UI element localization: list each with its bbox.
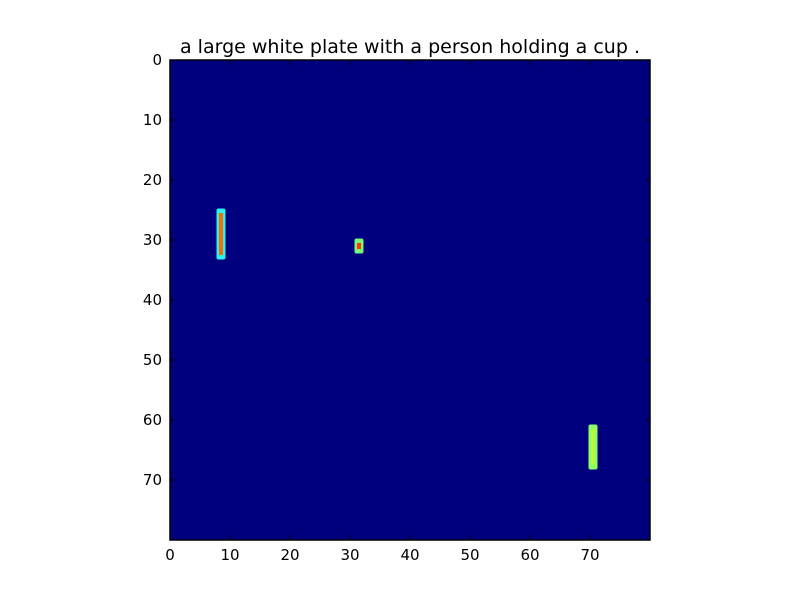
heatmap-region-core [591,429,595,465]
y-tick-label: 10 [143,111,162,129]
x-tick-label: 70 [580,546,599,564]
heatmap-region-2 [354,238,364,254]
plot-area [170,60,650,540]
x-tick-label: 30 [340,546,359,564]
y-tick-label: 0 [152,51,162,69]
y-tick-label: 20 [143,171,162,189]
y-tick-label: 60 [143,411,162,429]
chart-title: a large white plate with a person holdin… [180,36,640,58]
x-tick-label: 0 [165,546,175,564]
heatmap-region-core [357,243,361,249]
x-tick-label: 20 [280,546,299,564]
x-tick-label: 10 [220,546,239,564]
x-tick-label: 60 [520,546,539,564]
y-tick-label: 70 [143,471,162,489]
heatmap-region-1 [216,208,226,260]
y-tick-label: 50 [143,351,162,369]
y-tick-label: 30 [143,231,162,249]
y-tick-label: 40 [143,291,162,309]
x-tick-label: 50 [460,546,479,564]
heatmap-region-3 [588,424,598,470]
x-tick-label: 40 [400,546,419,564]
heatmap-region-core [219,213,223,255]
